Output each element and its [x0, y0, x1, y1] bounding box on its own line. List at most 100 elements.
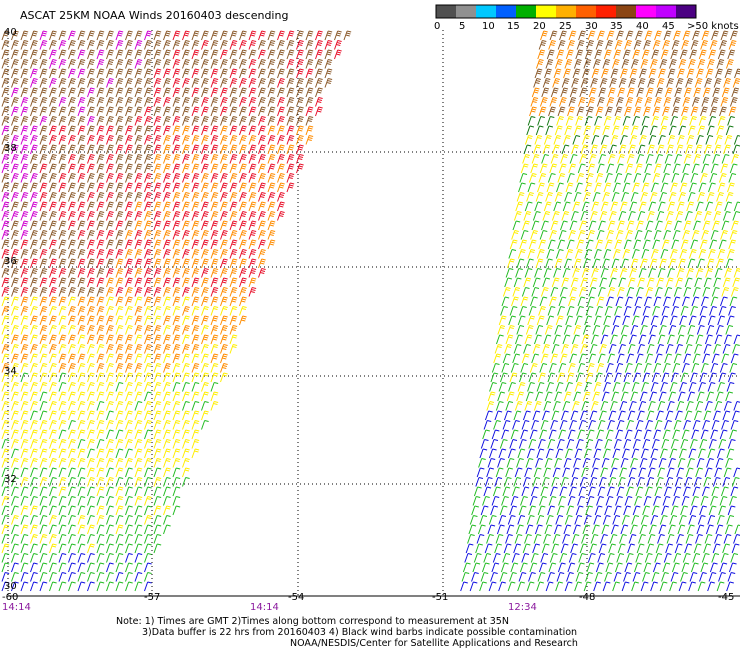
- wind-barb: [191, 182, 200, 193]
- wind-barb: [627, 477, 636, 487]
- wind-barb: [96, 97, 105, 107]
- wind-barb: [682, 553, 691, 563]
- wind-barb: [30, 106, 38, 117]
- wind-barb: [324, 30, 333, 41]
- wind-barb: [239, 287, 247, 297]
- wind-barb: [631, 249, 640, 259]
- wind-barb: [725, 258, 734, 269]
- wind-barb: [220, 258, 228, 269]
- wind-barb: [68, 543, 76, 554]
- wind-barb: [680, 505, 688, 516]
- wind-barb: [125, 106, 133, 117]
- wind-barb: [201, 40, 209, 50]
- wind-barb: [551, 543, 559, 554]
- wind-barb: [96, 486, 105, 497]
- wind-barb: [607, 353, 615, 364]
- wind-barb: [191, 344, 200, 354]
- wind-barb: [39, 125, 48, 136]
- wind-barb: [608, 344, 617, 354]
- wind-barb: [106, 496, 114, 506]
- wind-barb: [532, 410, 541, 421]
- wind-barb: [718, 439, 727, 449]
- wind-barb: [20, 239, 29, 250]
- wind-barb: [163, 192, 171, 202]
- wind-barb: [695, 534, 703, 544]
- wind-barb: [172, 344, 181, 354]
- wind-barb: [570, 344, 579, 354]
- wind-barb: [643, 562, 652, 573]
- wind-barb: [144, 325, 152, 335]
- wind-barb: [722, 543, 730, 554]
- wind-barb: [144, 382, 152, 392]
- wind-barb: [144, 106, 152, 117]
- wind-barb: [144, 572, 152, 582]
- wind-barb: [96, 59, 105, 69]
- wind-barb: [582, 391, 591, 402]
- wind-barb: [296, 125, 304, 136]
- wind-barb: [467, 534, 475, 544]
- wind-barb: [239, 59, 247, 69]
- wind-barb: [490, 372, 499, 383]
- wind-barb: [20, 201, 29, 212]
- wind-barb: [39, 163, 48, 174]
- wind-barb: [30, 429, 38, 440]
- wind-barb: [134, 505, 143, 516]
- wind-barb: [530, 486, 539, 497]
- wind-barb: [658, 325, 667, 335]
- wind-barb: [125, 268, 133, 278]
- wind-barb: [1, 458, 10, 468]
- wind-barb: [144, 287, 152, 297]
- wind-barb: [210, 182, 219, 193]
- wind-barb: [115, 277, 124, 288]
- wind-barb: [523, 277, 532, 288]
- wind-barb: [11, 49, 19, 60]
- wind-barb: [606, 296, 614, 307]
- wind-barb: [39, 59, 48, 69]
- wind-barb: [258, 192, 266, 202]
- wind-barb: [286, 97, 295, 107]
- wind-barb: [491, 363, 500, 373]
- wind-barb: [134, 458, 143, 468]
- wind-barb: [258, 258, 266, 269]
- wind-barb: [68, 581, 76, 592]
- wind-barb: [144, 97, 152, 107]
- wind-barb: [645, 287, 654, 297]
- wind-barb: [125, 116, 133, 126]
- wind-barb: [106, 296, 114, 307]
- wind-barb: [530, 553, 539, 563]
- wind-barb: [570, 477, 579, 487]
- wind-barb: [191, 30, 200, 41]
- wind-barb: [728, 306, 736, 316]
- wind-barb: [598, 410, 607, 421]
- wind-barb: [611, 458, 619, 468]
- wind-barb: [30, 211, 38, 221]
- wind-barb: [220, 59, 228, 69]
- wind-barb: [472, 562, 481, 573]
- wind-barb: [569, 353, 577, 364]
- wind-barb: [77, 87, 86, 98]
- wind-barb: [543, 334, 552, 345]
- wind-barb: [718, 505, 726, 516]
- wind-barb: [39, 572, 48, 582]
- wind-barb: [20, 230, 29, 240]
- wind-barb: [191, 334, 200, 345]
- wind-barb: [172, 486, 181, 497]
- wind-barb: [106, 353, 114, 364]
- wind-barb: [721, 353, 729, 364]
- wind-barb: [532, 211, 541, 221]
- legend-swatch: [516, 5, 537, 18]
- wind-barb: [581, 201, 590, 212]
- wind-barb: [576, 239, 585, 250]
- wind-barb: [11, 524, 19, 535]
- wind-barb: [39, 486, 48, 497]
- wind-barb: [543, 268, 552, 278]
- wind-barb: [719, 496, 728, 506]
- wind-barb: [49, 543, 57, 554]
- wind-barb: [576, 106, 585, 117]
- wind-barb: [77, 125, 86, 136]
- wind-barb: [172, 391, 181, 402]
- wind-barb: [58, 182, 67, 193]
- wind-barb: [239, 125, 247, 136]
- wind-barb: [163, 277, 171, 288]
- wind-barb: [144, 277, 152, 288]
